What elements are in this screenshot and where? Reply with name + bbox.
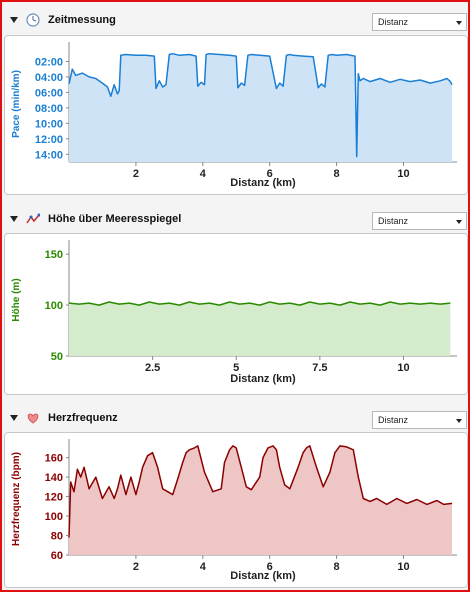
panel-header-elevation: Höhe über Meeresspiegel Distanz (4, 208, 468, 234)
x-axis-select[interactable]: Distanz (372, 411, 467, 429)
series-area (69, 302, 451, 356)
series-area (69, 445, 452, 555)
y-axis-label: Höhe (m) (11, 278, 22, 321)
x-axis-label: Distanz (km) (230, 570, 296, 582)
collapse-toggle-icon[interactable] (10, 216, 18, 222)
y-tick-label: 60 (51, 550, 63, 562)
y-tick-label: 100 (45, 511, 63, 523)
chevron-down-icon (456, 21, 462, 25)
x-axis-select-value: Distanz (378, 216, 409, 226)
y-tick-label: 160 (45, 453, 63, 465)
x-tick-label: 2 (133, 168, 139, 180)
elevation-chart-box: 50 100 150 2.5 5 7.5 10 Distanz (km) Höhe (m) (4, 233, 468, 395)
chevron-down-icon (456, 419, 462, 423)
x-tick-label: 2.5 (145, 362, 160, 374)
y-tick-label: 150 (45, 249, 63, 261)
x-tick-label: 8 (334, 561, 340, 573)
x-tick-label: 10 (397, 561, 409, 573)
pace-chart-box: 02:00 04:00 06:00 08:00 10:00 12:00 14:00 2 4 6 8 1… (4, 35, 468, 195)
panel-title: Zeitmessung (48, 14, 116, 26)
y-tick-label: 10:00 (35, 118, 63, 130)
x-axis-label: Distanz (km) (230, 177, 296, 189)
x-tick-label: 10 (397, 362, 409, 374)
pace-chart: 02:00 04:00 06:00 08:00 10:00 12:00 14:00 2 4 6 8 1… (11, 42, 457, 189)
y-tick-label: 02:00 (35, 56, 63, 68)
x-tick-label: 2 (133, 561, 139, 573)
y-axis-label: Pace (min/km) (11, 70, 22, 138)
y-tick-label: 14:00 (35, 149, 63, 161)
x-axis-select-value: Distanz (378, 415, 409, 425)
x-axis-select[interactable]: Distanz (372, 13, 467, 31)
panel-header-heartrate: Herzfrequenz Distanz (4, 407, 468, 433)
series-area (69, 53, 452, 163)
y-tick-label: 50 (51, 351, 63, 363)
y-tick-label: 100 (45, 300, 63, 312)
x-tick-label: 7.5 (312, 362, 327, 374)
heart-icon (27, 413, 39, 424)
y-tick-label: 06:00 (35, 87, 63, 99)
series-line (68, 52, 453, 158)
heartrate-chart-box: 60 80 100 120 140 160 2 4 6 8 10 Distanz (km) Herzfr… (4, 432, 468, 588)
collapse-toggle-icon[interactable] (10, 17, 18, 23)
panel-header-pace: Zeitmessung Distanz (4, 9, 468, 35)
x-tick-label: 10 (397, 168, 409, 180)
chevron-down-icon (456, 220, 462, 224)
y-tick-label: 80 (51, 531, 63, 543)
x-tick-label: 6 (267, 168, 273, 180)
panel-title: Herzfrequenz (48, 412, 118, 424)
clock-icon (26, 13, 40, 27)
x-tick-label: 4 (200, 168, 207, 180)
x-tick-label: 6 (267, 561, 273, 573)
heartrate-chart: 60 80 100 120 140 160 2 4 6 8 10 Distanz (km) Herzfr… (11, 439, 457, 582)
x-tick-label: 5 (233, 362, 239, 374)
x-axis-label: Distanz (km) (230, 373, 296, 385)
x-axis-select[interactable]: Distanz (372, 212, 467, 230)
y-tick-label: 12:00 (35, 134, 63, 146)
x-tick-label: 8 (334, 168, 340, 180)
y-tick-label: 120 (45, 492, 63, 504)
collapse-toggle-icon[interactable] (10, 415, 18, 421)
y-tick-label: 04:00 (35, 72, 63, 84)
series-line (68, 301, 451, 306)
panel-title: Höhe über Meeresspiegel (48, 213, 182, 225)
y-tick-label: 08:00 (35, 103, 63, 115)
elevation-icon (26, 213, 40, 224)
x-tick-label: 4 (200, 561, 207, 573)
x-axis-select-value: Distanz (378, 17, 409, 27)
y-tick-label: 140 (45, 472, 63, 484)
series-line (68, 445, 453, 538)
elevation-chart: 50 100 150 2.5 5 7.5 10 Distanz (km) Höhe (m) (11, 240, 457, 385)
y-axis-label: Herzfrequenz (bpm) (11, 452, 22, 546)
